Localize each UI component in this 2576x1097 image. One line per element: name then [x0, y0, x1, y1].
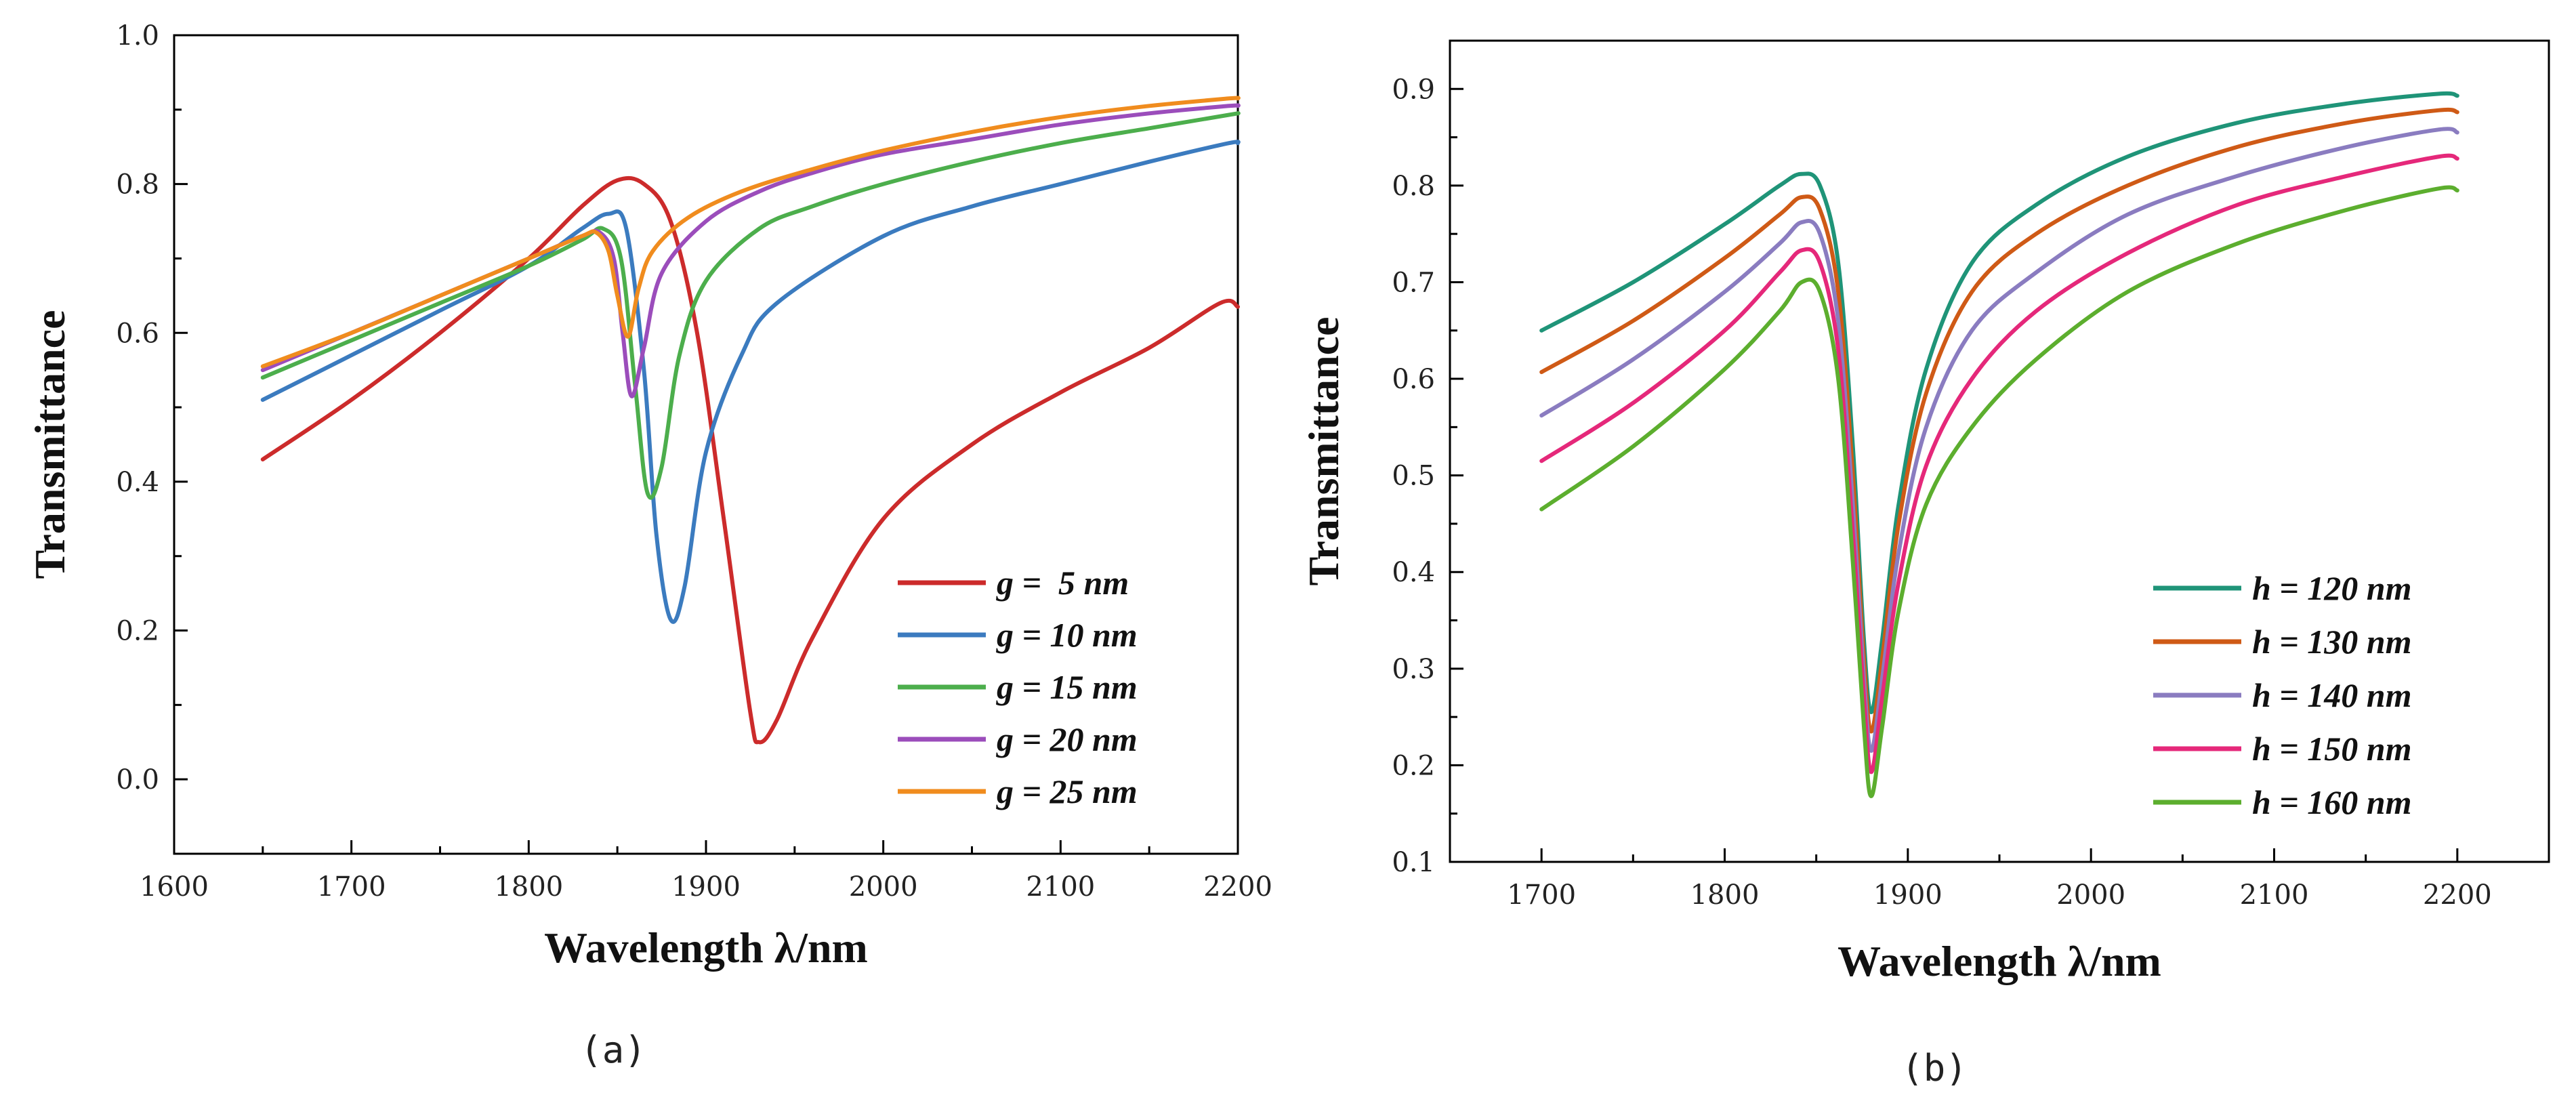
y-tick-label: 0.2 — [1392, 750, 1435, 781]
y-tick-label: 0.6 — [116, 318, 159, 349]
legend-label: g = 20 nm — [996, 720, 1138, 758]
legend-label: h = 120 nm — [2252, 569, 2412, 607]
legend-item: h = 150 nm — [2153, 730, 2412, 768]
y-tick-label: 0.0 — [116, 764, 159, 795]
legend-label: g = 25 nm — [996, 772, 1138, 810]
x-ticks-b: 1700 1800 1900 2000 2100 2200 — [1507, 848, 2492, 911]
x-axis-label-a: Wavelength λ/nm — [544, 924, 868, 972]
legend-item: h = 130 nm — [2153, 623, 2412, 661]
y-axis-label-a: Transmittance — [26, 310, 74, 579]
y-axis-label-b: Transmittance — [1300, 317, 1348, 586]
x-tick-label: 2100 — [1026, 871, 1095, 903]
legend-a: g = 5 nm g = 10 nm g = 15 nm g = 20 nm g = 2… — [898, 564, 1138, 810]
legend-item: h = 160 nm — [2153, 783, 2412, 821]
series-line — [1539, 127, 2459, 753]
legend-item: g = 10 nm — [898, 616, 1138, 654]
legend-label: h = 140 nm — [2252, 676, 2412, 714]
panel-label-a: (a) — [580, 1029, 646, 1071]
legend-label: g = 10 nm — [996, 616, 1138, 654]
x-tick-label: 2000 — [2056, 879, 2125, 911]
legend-item: h = 120 nm — [2153, 569, 2412, 607]
legend-item: g = 5 nm — [898, 564, 1129, 602]
legend-item: g = 25 nm — [898, 772, 1138, 810]
series-lines-a — [260, 96, 1241, 745]
x-axis-label-b: Wavelength λ/nm — [1837, 937, 2161, 985]
x-tick-label: 2000 — [849, 871, 918, 903]
legend-label: h = 150 nm — [2252, 730, 2412, 768]
y-tick-label: 0.4 — [116, 467, 159, 498]
legend-label: h = 130 nm — [2252, 623, 2412, 661]
legend-label: g = 15 nm — [996, 668, 1138, 706]
chart-panel-b: 1700 1800 1900 2000 2100 2200 0.1 0.2 0.3 0.4 0.5… — [1300, 39, 2550, 1090]
x-tick-label: 1800 — [494, 871, 563, 903]
legend-item: g = 15 nm — [898, 668, 1138, 706]
series-line — [1539, 91, 2459, 714]
y-ticks-b: 0.1 0.2 0.3 0.4 0.5 0.6 0.7 0.8 0.9 — [1392, 74, 1463, 878]
y-ticks-a: 0.0 0.2 0.4 0.6 0.8 1.0 — [116, 20, 188, 795]
chart-panel-a: 1600 1700 1800 1900 2000 2100 2200 0.00.20.40.… — [26, 20, 1272, 1071]
y-tick-label: 0.4 — [1392, 557, 1435, 588]
x-tick-label: 1800 — [1690, 879, 1760, 911]
x-tick-label: 1900 — [671, 871, 741, 903]
legend-item: h = 140 nm — [2153, 676, 2412, 714]
x-ticks-a: 1600 1700 1800 1900 2000 2100 2200 — [140, 840, 1272, 903]
series-line — [260, 96, 1241, 369]
y-tick-label: 0.7 — [1392, 267, 1435, 298]
y-tick-label: 0.2 — [116, 616, 159, 647]
series-line — [260, 111, 1241, 500]
series-line — [1539, 107, 2459, 734]
x-tick-label: 2100 — [2240, 879, 2309, 911]
x-tick-label: 1700 — [1507, 879, 1576, 911]
x-tick-label: 2200 — [1203, 871, 1272, 903]
x-tick-label: 1700 — [317, 871, 386, 903]
x-tick-label: 2200 — [2423, 879, 2492, 911]
y-tick-label: 0.8 — [1392, 171, 1435, 202]
y-tick-label: 0.5 — [1392, 461, 1435, 492]
y-tick-label: 0.3 — [1392, 654, 1435, 685]
x-tick-label: 1900 — [1873, 879, 1943, 911]
legend-b: h = 120 nm h = 130 nm h = 140 nm h = 150 nm… — [2153, 569, 2412, 821]
series-line — [260, 103, 1241, 398]
y-tick-label: 0.1 — [1392, 847, 1435, 878]
x-tick-label: 1600 — [140, 871, 209, 903]
y-tick-label: 0.8 — [116, 169, 159, 201]
legend-item: g = 20 nm — [898, 720, 1138, 758]
series-lines-b — [1539, 91, 2459, 798]
series-line — [260, 140, 1241, 624]
y-tick-label: 1.0 — [116, 20, 159, 51]
y-tick-label: 0.9 — [1392, 74, 1435, 105]
y-tick-label: 0.6 — [1392, 364, 1435, 395]
legend-label: h = 160 nm — [2252, 783, 2412, 821]
panel-label-b: (b) — [1901, 1047, 1968, 1090]
legend-label: g = 5 nm — [996, 564, 1129, 602]
series-line — [1539, 153, 2459, 774]
series-line — [1539, 185, 2459, 798]
